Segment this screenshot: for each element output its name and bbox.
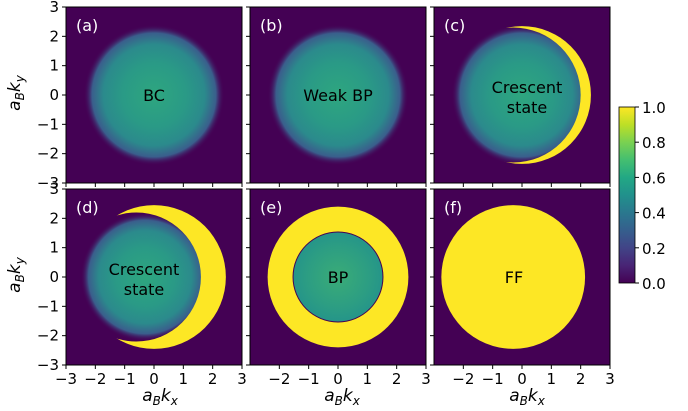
saturated-disk xyxy=(441,205,586,349)
saturated-crescent xyxy=(66,189,242,365)
y-tick-label: 3 xyxy=(49,0,59,16)
y-axis-label-row2: aBky xyxy=(5,256,27,293)
heatmap-panel-a xyxy=(65,6,243,184)
x-tick-label: 2 xyxy=(208,370,218,388)
annotation-bc: BC xyxy=(143,86,165,105)
y-tick-label: −1 xyxy=(37,115,59,133)
x-tick-label: −1 xyxy=(482,370,504,388)
colorbar-tick-label: 0.6 xyxy=(642,169,666,187)
x-tick-label: 0 xyxy=(517,370,527,388)
x-tick-label: 0 xyxy=(149,370,159,388)
colorbar-tick-label: 1.0 xyxy=(642,99,666,117)
heatmap-panel-f xyxy=(433,188,611,366)
intensity-disk xyxy=(83,24,225,166)
x-tick-label: −1 xyxy=(298,370,320,388)
annotation-crescent-c-line2: state xyxy=(507,98,548,117)
colorbar xyxy=(618,106,636,284)
y-tick-label: −3 xyxy=(37,356,59,374)
intensity-disk xyxy=(267,24,409,166)
y-axis-label-row1: aBky xyxy=(5,74,27,111)
colorbar-tick-label: 0.2 xyxy=(642,240,666,258)
saturated-crescent xyxy=(434,7,610,183)
x-tick-label: 1 xyxy=(363,370,373,388)
y-tick-label: −2 xyxy=(37,327,59,345)
annotation-bp: BP xyxy=(328,268,349,287)
y-tick-label: 1 xyxy=(49,57,59,75)
x-tick-label: 3 xyxy=(605,370,615,388)
x-tick-label: 3 xyxy=(237,370,247,388)
annotation-weak-bp: Weak BP xyxy=(303,86,373,105)
x-axis-label-col3: aBkx xyxy=(509,386,546,408)
panel-label-e: (e) xyxy=(260,198,282,217)
y-tick-label: −3 xyxy=(37,174,59,192)
annotation-crescent-d-line2: state xyxy=(124,280,165,299)
x-tick-label: 2 xyxy=(576,370,586,388)
y-tick-label: 2 xyxy=(49,209,59,227)
x-tick-label: 0 xyxy=(333,370,343,388)
panel-label-f: (f) xyxy=(444,198,462,217)
x-axis-label-col2: aBkx xyxy=(324,386,361,408)
y-tick-label: 1 xyxy=(49,239,59,257)
colorbar-tick-label: 0.8 xyxy=(642,134,666,152)
heatmap-panel-e xyxy=(249,188,427,366)
y-tick-label: 0 xyxy=(49,86,59,104)
colorbar-tick-label: 0.0 xyxy=(642,275,666,293)
x-tick-label: −2 xyxy=(84,370,106,388)
x-tick-label: −2 xyxy=(268,370,290,388)
y-tick-label: 0 xyxy=(49,268,59,286)
heatmap-panel-d xyxy=(65,188,243,366)
heatmap-panel-c xyxy=(433,6,611,184)
ring-core xyxy=(293,232,383,322)
x-tick-label: −3 xyxy=(55,370,77,388)
y-tick-label: 2 xyxy=(49,27,59,45)
panel-label-a: (a) xyxy=(76,16,98,35)
panel-label-c: (c) xyxy=(444,16,465,35)
annotation-ff: FF xyxy=(505,268,523,287)
x-tick-label: 2 xyxy=(392,370,402,388)
annotation-crescent-c-line1: Crescent xyxy=(492,78,563,97)
x-tick-label: 1 xyxy=(547,370,557,388)
x-tick-label: −2 xyxy=(452,370,474,388)
x-tick-label: −1 xyxy=(114,370,136,388)
heatmap-panel-b xyxy=(249,6,427,184)
colorbar-tick-label: 0.4 xyxy=(642,205,666,223)
x-tick-label: 1 xyxy=(179,370,189,388)
x-tick-label: 3 xyxy=(421,370,431,388)
panel-label-d: (d) xyxy=(76,198,99,217)
annotation-crescent-d-line1: Crescent xyxy=(109,260,180,279)
y-tick-label: −1 xyxy=(37,297,59,315)
y-tick-label: 3 xyxy=(49,180,59,198)
y-tick-label: −2 xyxy=(37,145,59,163)
panel-label-b: (b) xyxy=(260,16,283,35)
x-axis-label-col1: aBkx xyxy=(142,386,179,408)
